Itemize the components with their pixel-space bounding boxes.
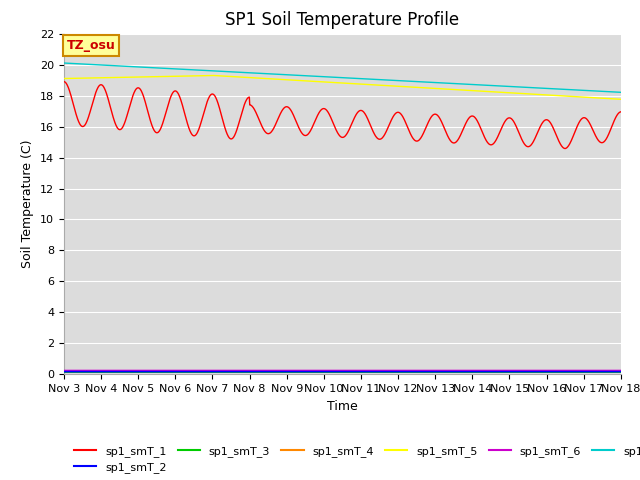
- X-axis label: Time: Time: [327, 400, 358, 413]
- Text: TZ_osu: TZ_osu: [67, 39, 116, 52]
- Title: SP1 Soil Temperature Profile: SP1 Soil Temperature Profile: [225, 11, 460, 29]
- Legend: sp1_smT_1, sp1_smT_2, sp1_smT_3, sp1_smT_4, sp1_smT_5, sp1_smT_6, sp1_smT_7: sp1_smT_1, sp1_smT_2, sp1_smT_3, sp1_smT…: [70, 441, 640, 478]
- Y-axis label: Soil Temperature (C): Soil Temperature (C): [22, 140, 35, 268]
